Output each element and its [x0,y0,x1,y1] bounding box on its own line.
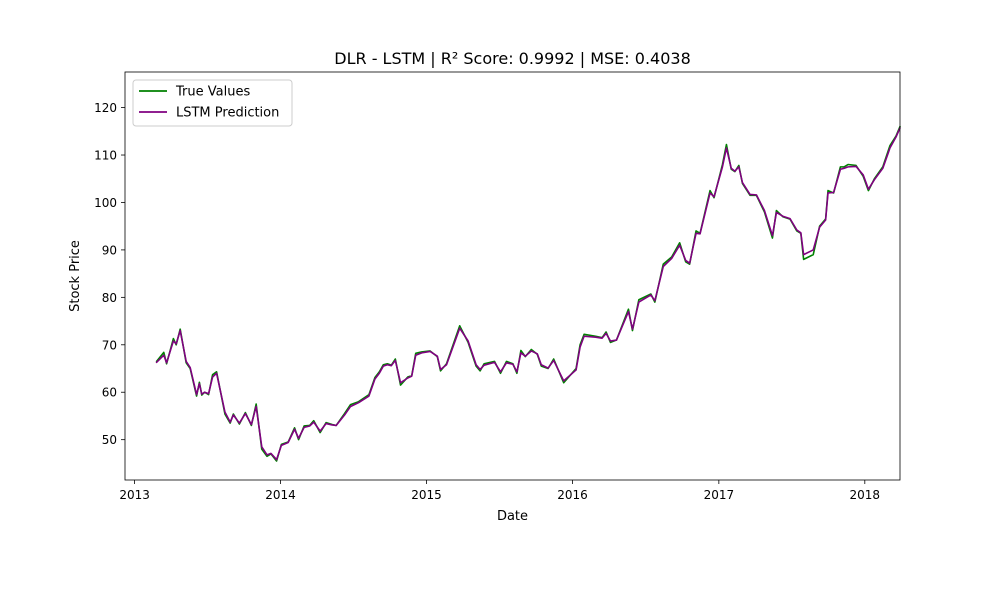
x-axis-label: Date [497,509,528,524]
x-tick-label: 2018 [850,488,881,502]
legend-label-lstm-prediction: LSTM Prediction [176,106,279,121]
y-tick-label: 90 [102,243,117,257]
plot-area [124,71,901,481]
series-layer [155,125,901,462]
y-tick-label: 120 [94,101,117,115]
x-axis: 2013 2014 2015 2016 2017 2018 [119,480,880,502]
legend-frame [132,79,293,127]
chart-title: DLR - LSTM | R² Score: 0.9992 | MSE: 0.4… [334,49,691,68]
plot-frame [124,71,901,481]
y-tick-label: 80 [102,291,117,305]
x-tick-label: 2015 [411,488,442,502]
y-tick-label: 50 [102,433,117,447]
y-axis-label: Stock Price [68,240,83,312]
y-axis: 50 60 70 80 90 100 110 120 [94,101,125,447]
x-tick-label: 2017 [704,488,735,502]
series-line-lstm-prediction [155,127,901,461]
y-tick-label: 100 [94,196,117,210]
legend: True Values LSTM Prediction [132,79,293,127]
x-tick-label: 2016 [557,488,588,502]
x-tick-label: 2013 [119,488,150,502]
x-tick-label: 2014 [265,488,296,502]
y-tick-label: 70 [102,338,117,352]
y-tick-label: 60 [102,386,117,400]
y-tick-label: 110 [94,149,117,163]
legend-label-true-values: True Values [175,85,250,100]
